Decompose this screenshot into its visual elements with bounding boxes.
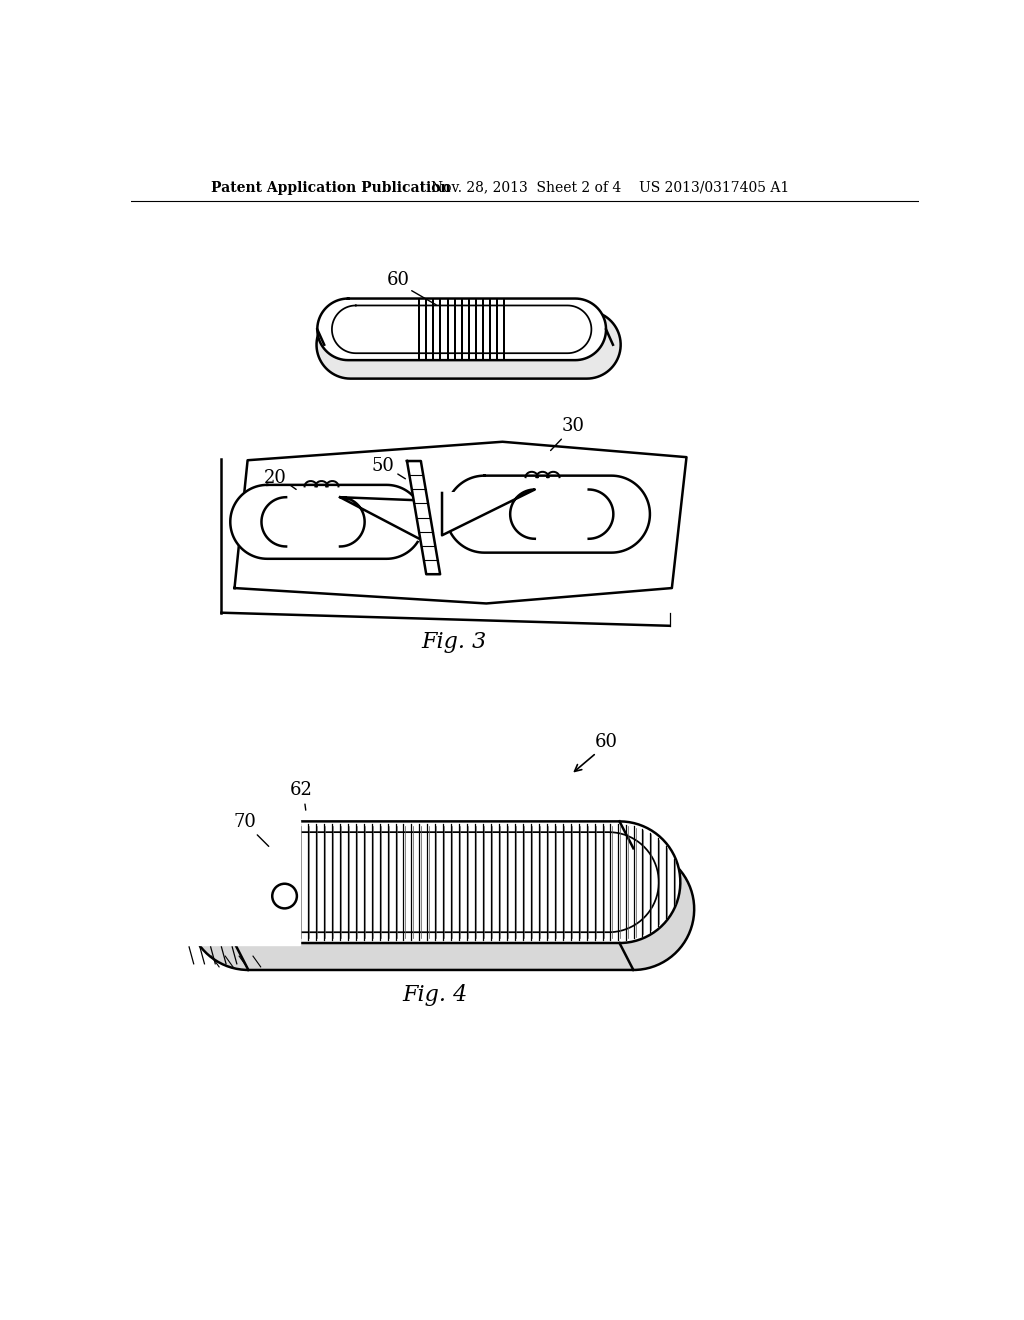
Text: Fig. 4: Fig. 4	[402, 983, 467, 1006]
Circle shape	[272, 884, 297, 908]
Text: US 2013/0317405 A1: US 2013/0317405 A1	[639, 181, 790, 194]
Polygon shape	[442, 490, 613, 539]
Text: 70: 70	[233, 813, 256, 832]
Polygon shape	[445, 475, 650, 553]
Polygon shape	[234, 442, 686, 603]
Polygon shape	[407, 461, 440, 574]
Text: 20: 20	[264, 469, 287, 487]
Polygon shape	[174, 821, 680, 942]
Polygon shape	[332, 305, 592, 354]
Polygon shape	[261, 498, 427, 546]
Polygon shape	[316, 312, 621, 379]
Text: 60: 60	[595, 733, 617, 751]
Polygon shape	[170, 820, 300, 945]
Text: 62: 62	[290, 781, 313, 799]
Polygon shape	[230, 484, 424, 558]
Text: Fig. 3: Fig. 3	[421, 631, 486, 653]
Polygon shape	[187, 849, 694, 970]
Text: 50: 50	[372, 458, 394, 475]
Polygon shape	[317, 298, 606, 360]
Text: Nov. 28, 2013  Sheet 2 of 4: Nov. 28, 2013 Sheet 2 of 4	[431, 181, 622, 194]
Text: Patent Application Publication: Patent Application Publication	[211, 181, 451, 194]
Text: 60: 60	[387, 271, 410, 289]
Text: 30: 30	[562, 417, 585, 436]
